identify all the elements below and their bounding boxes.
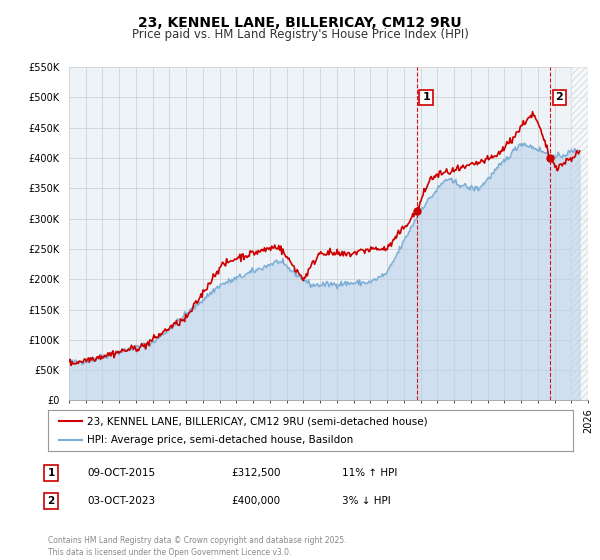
Text: £400,000: £400,000 [231,496,280,506]
Text: HPI: Average price, semi-detached house, Basildon: HPI: Average price, semi-detached house,… [88,435,353,445]
Text: Contains HM Land Registry data © Crown copyright and database right 2025.
This d: Contains HM Land Registry data © Crown c… [48,536,347,557]
Text: 2: 2 [556,92,563,102]
Text: 1: 1 [422,92,430,102]
Text: 1: 1 [47,468,55,478]
Text: 03-OCT-2023: 03-OCT-2023 [87,496,155,506]
Text: 23, KENNEL LANE, BILLERICAY, CM12 9RU (semi-detached house): 23, KENNEL LANE, BILLERICAY, CM12 9RU (s… [88,417,428,426]
Text: 11% ↑ HPI: 11% ↑ HPI [342,468,397,478]
Text: 23, KENNEL LANE, BILLERICAY, CM12 9RU: 23, KENNEL LANE, BILLERICAY, CM12 9RU [138,16,462,30]
Text: 3% ↓ HPI: 3% ↓ HPI [342,496,391,506]
Text: 09-OCT-2015: 09-OCT-2015 [87,468,155,478]
Text: Price paid vs. HM Land Registry's House Price Index (HPI): Price paid vs. HM Land Registry's House … [131,28,469,41]
Text: £312,500: £312,500 [231,468,281,478]
Text: 2: 2 [47,496,55,506]
